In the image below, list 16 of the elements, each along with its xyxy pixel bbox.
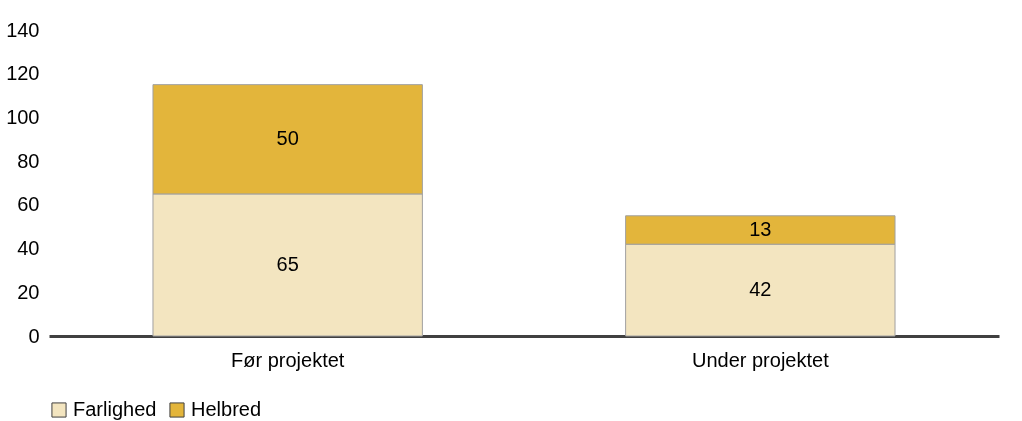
data-label: 65 (276, 252, 299, 275)
data-label: 50 (276, 127, 299, 150)
y-tick-label: 100 (6, 105, 40, 128)
y-tick-label: 80 (17, 149, 40, 172)
y-tick-label: 40 (17, 237, 40, 260)
y-tick-label: 0 (28, 324, 40, 347)
legend-label: Farlighed (73, 398, 157, 420)
y-tick-label: 20 (17, 280, 40, 303)
legend-label: Helbred (191, 398, 262, 420)
data-label: 13 (749, 217, 772, 240)
y-tick-label: 120 (6, 62, 40, 85)
data-label: 42 (749, 278, 772, 301)
x-tick-label: Før projektet (231, 348, 345, 371)
y-tick-label: 60 (17, 193, 40, 216)
x-tick-label: Under projektet (691, 348, 830, 371)
y-tick-label: 140 (6, 18, 40, 41)
